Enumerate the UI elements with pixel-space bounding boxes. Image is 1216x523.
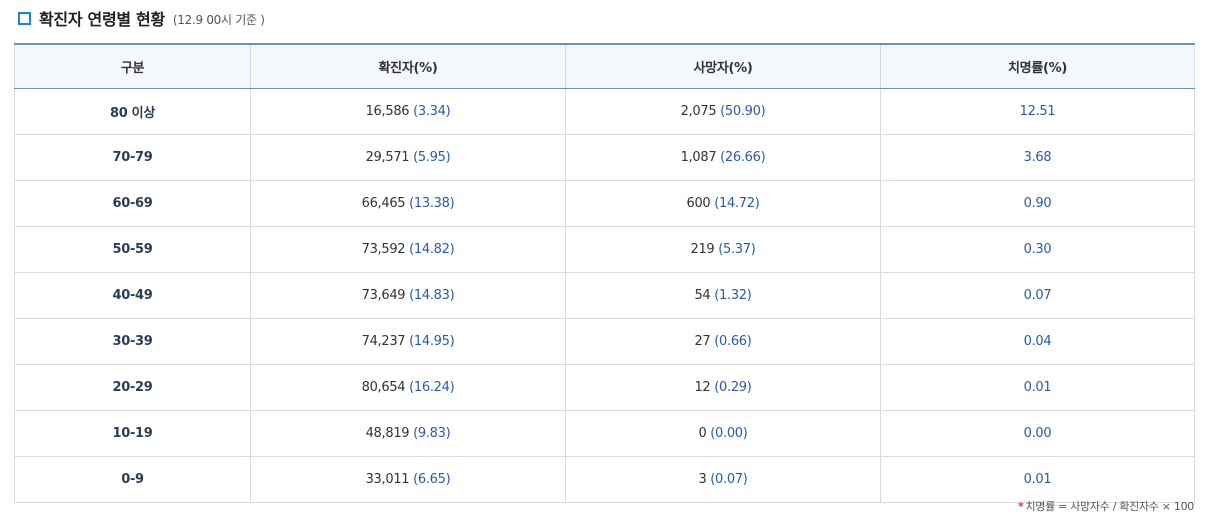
deaths-percent: (0.29) — [714, 380, 752, 395]
section-subtitle: (12.9 00시 기준 ) — [172, 13, 265, 27]
deaths-count: 27 — [694, 334, 711, 349]
fatality-rate-cell: 0.01 — [880, 456, 1195, 503]
confirmed-count: 80,654 — [361, 380, 406, 395]
confirmed-count: 29,571 — [365, 150, 410, 165]
footnote-marker: * — [1018, 500, 1024, 513]
deaths-cell: 1,087 (26.66) — [565, 134, 881, 181]
deaths-count: 0 — [698, 426, 707, 441]
fatality-rate-cell: 0.30 — [880, 226, 1195, 273]
age-group-cell: 10-19 — [14, 410, 251, 457]
age-group-cell: 60-69 — [14, 180, 251, 227]
section-title: 확진자 연령별 현황 — [39, 10, 165, 29]
deaths-percent: (1.32) — [714, 288, 752, 303]
footnote: * 치명률 = 사망자수 / 확진자수 × 100 — [1018, 498, 1194, 514]
deaths-percent: (26.66) — [720, 150, 766, 165]
fatality-rate-cell: 3.68 — [880, 134, 1195, 181]
deaths-percent: (0.00) — [710, 426, 748, 441]
confirmed-cell: 73,592 (14.82) — [250, 226, 566, 273]
deaths-cell: 3 (0.07) — [565, 456, 881, 503]
age-group-cell: 50-59 — [14, 226, 251, 273]
fatality-rate-cell: 0.90 — [880, 180, 1195, 227]
fatality-rate-cell: 12.51 — [880, 88, 1195, 135]
age-group-cell: 80 이상 — [14, 88, 251, 135]
confirmed-percent: (3.34) — [413, 104, 451, 119]
age-group-cell: 0-9 — [14, 456, 251, 503]
deaths-count: 2,075 — [680, 104, 717, 119]
table-row: 50-59 73,592 (14.82) 219 (5.37) 0.30 — [14, 226, 1195, 273]
confirmed-cell: 33,011 (6.65) — [250, 456, 566, 503]
table-row: 10-19 48,819 (9.83) 0 (0.00) 0.00 — [14, 410, 1195, 457]
deaths-count: 12 — [694, 380, 711, 395]
column-header-fatality: 치명률(%) — [880, 43, 1195, 89]
footnote-text: 치명률 = 사망자수 / 확진자수 × 100 — [1025, 500, 1194, 513]
deaths-percent: (0.66) — [714, 334, 752, 349]
confirmed-count: 33,011 — [365, 472, 410, 487]
deaths-cell: 54 (1.32) — [565, 272, 881, 319]
table-body: 80 이상 16,586 (3.34) 2,075 (50.90) 12.51 70-7… — [14, 88, 1195, 503]
table-header-row: 구분 확진자(%) 사망자(%) 치명률(%) — [14, 43, 1195, 89]
deaths-cell: 27 (0.66) — [565, 318, 881, 365]
deaths-percent: (14.72) — [714, 196, 760, 211]
deaths-cell: 219 (5.37) — [565, 226, 881, 273]
table-row: 40-49 73,649 (14.83) 54 (1.32) 0.07 — [14, 272, 1195, 319]
fatality-rate-cell: 0.04 — [880, 318, 1195, 365]
confirmed-cell: 48,819 (9.83) — [250, 410, 566, 457]
deaths-percent: (0.07) — [710, 472, 748, 487]
confirmed-percent: (5.95) — [413, 150, 451, 165]
table-row: 60-69 66,465 (13.38) 600 (14.72) 0.90 — [14, 180, 1195, 227]
confirmed-cell: 66,465 (13.38) — [250, 180, 566, 227]
fatality-rate-cell: 0.07 — [880, 272, 1195, 319]
column-header-deaths: 사망자(%) — [565, 43, 881, 89]
table-row: 70-79 29,571 (5.95) 1,087 (26.66) 3.68 — [14, 134, 1195, 181]
table-row: 80 이상 16,586 (3.34) 2,075 (50.90) 12.51 — [14, 88, 1195, 135]
confirmed-cell: 74,237 (14.95) — [250, 318, 566, 365]
section-header: 확진자 연령별 현황 (12.9 00시 기준 ) — [18, 6, 265, 30]
confirmed-percent: (14.83) — [409, 288, 455, 303]
confirmed-count: 66,465 — [361, 196, 406, 211]
deaths-cell: 600 (14.72) — [565, 180, 881, 227]
confirmed-percent: (9.83) — [413, 426, 451, 441]
confirmed-cell: 73,649 (14.83) — [250, 272, 566, 319]
confirmed-cell: 80,654 (16.24) — [250, 364, 566, 411]
confirmed-cell: 29,571 (5.95) — [250, 134, 566, 181]
confirmed-count: 16,586 — [365, 104, 410, 119]
deaths-count: 219 — [690, 242, 715, 257]
deaths-count: 54 — [694, 288, 711, 303]
deaths-count: 600 — [686, 196, 711, 211]
age-group-cell: 40-49 — [14, 272, 251, 319]
confirmed-percent: (14.95) — [409, 334, 455, 349]
fatality-rate-cell: 0.01 — [880, 364, 1195, 411]
fatality-rate-cell: 0.00 — [880, 410, 1195, 457]
confirmed-count: 73,649 — [361, 288, 406, 303]
deaths-cell: 12 (0.29) — [565, 364, 881, 411]
age-stats-table: 구분 확진자(%) 사망자(%) 치명률(%) 80 이상 16,586 (3.3… — [14, 43, 1195, 503]
deaths-count: 3 — [698, 472, 707, 487]
age-group-cell: 20-29 — [14, 364, 251, 411]
deaths-count: 1,087 — [680, 150, 717, 165]
deaths-percent: (50.90) — [720, 104, 766, 119]
confirmed-percent: (16.24) — [409, 380, 455, 395]
age-group-cell: 70-79 — [14, 134, 251, 181]
deaths-cell: 0 (0.00) — [565, 410, 881, 457]
column-header-confirmed: 확진자(%) — [250, 43, 566, 89]
column-header-category: 구분 — [14, 43, 251, 89]
table-row: 30-39 74,237 (14.95) 27 (0.66) 0.04 — [14, 318, 1195, 365]
confirmed-cell: 16,586 (3.34) — [250, 88, 566, 135]
deaths-percent: (5.37) — [718, 242, 756, 257]
confirmed-percent: (13.38) — [409, 196, 455, 211]
confirmed-percent: (6.65) — [413, 472, 451, 487]
confirmed-count: 48,819 — [365, 426, 410, 441]
confirmed-count: 74,237 — [361, 334, 406, 349]
confirmed-count: 73,592 — [361, 242, 406, 257]
deaths-cell: 2,075 (50.90) — [565, 88, 881, 135]
table-row: 20-29 80,654 (16.24) 12 (0.29) 0.01 — [14, 364, 1195, 411]
square-bullet-icon — [18, 12, 31, 25]
confirmed-percent: (14.82) — [409, 242, 455, 257]
age-group-cell: 30-39 — [14, 318, 251, 365]
table-row: 0-9 33,011 (6.65) 3 (0.07) 0.01 — [14, 456, 1195, 503]
